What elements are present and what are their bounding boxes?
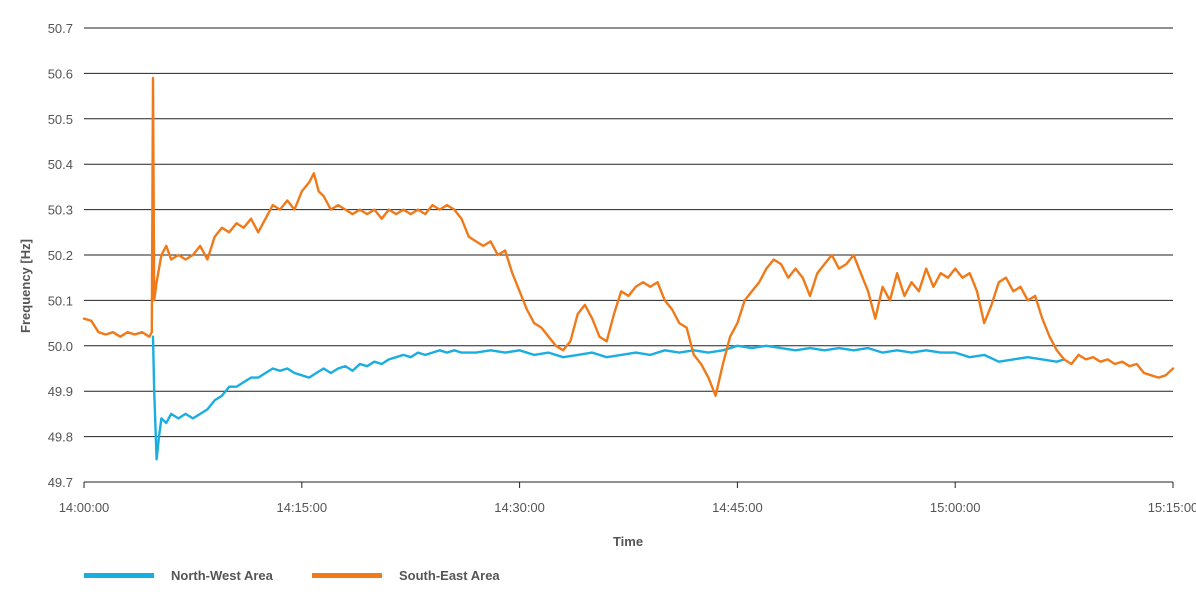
- legend-label-south-east: South-East Area: [399, 568, 500, 583]
- legend-item-north-west: North-West Area: [84, 568, 274, 583]
- legend-swatch-north-west: [84, 573, 154, 578]
- y-tick-label: 50.1: [48, 293, 73, 308]
- x-axis-ticks: 14:00:00 14:15:00 14:30:00 14:45:00 15:00:00…: [59, 482, 1196, 515]
- y-tick-label: 50.0: [48, 339, 73, 354]
- y-tick-label: 49.7: [48, 475, 73, 490]
- series-line-south-east: [82, 76, 1175, 397]
- y-axis-title: Frequency [Hz]: [18, 239, 33, 333]
- y-tick-label: 50.6: [48, 66, 73, 81]
- x-tick-label: 14:30:00: [494, 500, 545, 515]
- x-axis-title: Time: [613, 534, 643, 549]
- x-tick-label: 14:15:00: [276, 500, 327, 515]
- legend-item-south-east: South-East Area: [312, 568, 500, 583]
- x-tick-label: 15:00:00: [930, 500, 981, 515]
- legend: North-West Area South-East Area: [84, 568, 500, 583]
- y-tick-label: 50.3: [48, 203, 73, 218]
- x-tick-label: 15:15:00: [1148, 500, 1196, 515]
- y-tick-label: 50.5: [48, 112, 73, 127]
- y-tick-label: 49.9: [48, 384, 73, 399]
- y-tick-label: 50.2: [48, 248, 73, 263]
- series-lines: [82, 76, 1175, 461]
- y-tick-label: 50.7: [48, 21, 73, 36]
- series-line-north-west: [151, 335, 1066, 461]
- grid-lines: [84, 27, 1173, 483]
- y-axis-ticks: 49.7 49.8 49.9 50.0 50.1 50.2 50.3 50.4 50.5 50.6…: [48, 21, 73, 490]
- legend-swatch-south-east: [312, 573, 382, 578]
- y-tick-label: 49.8: [48, 430, 73, 445]
- x-tick-label: 14:00:00: [59, 500, 110, 515]
- y-tick-label: 50.4: [48, 157, 73, 172]
- x-tick-label: 14:45:00: [712, 500, 763, 515]
- legend-label-north-west: North-West Area: [171, 568, 274, 583]
